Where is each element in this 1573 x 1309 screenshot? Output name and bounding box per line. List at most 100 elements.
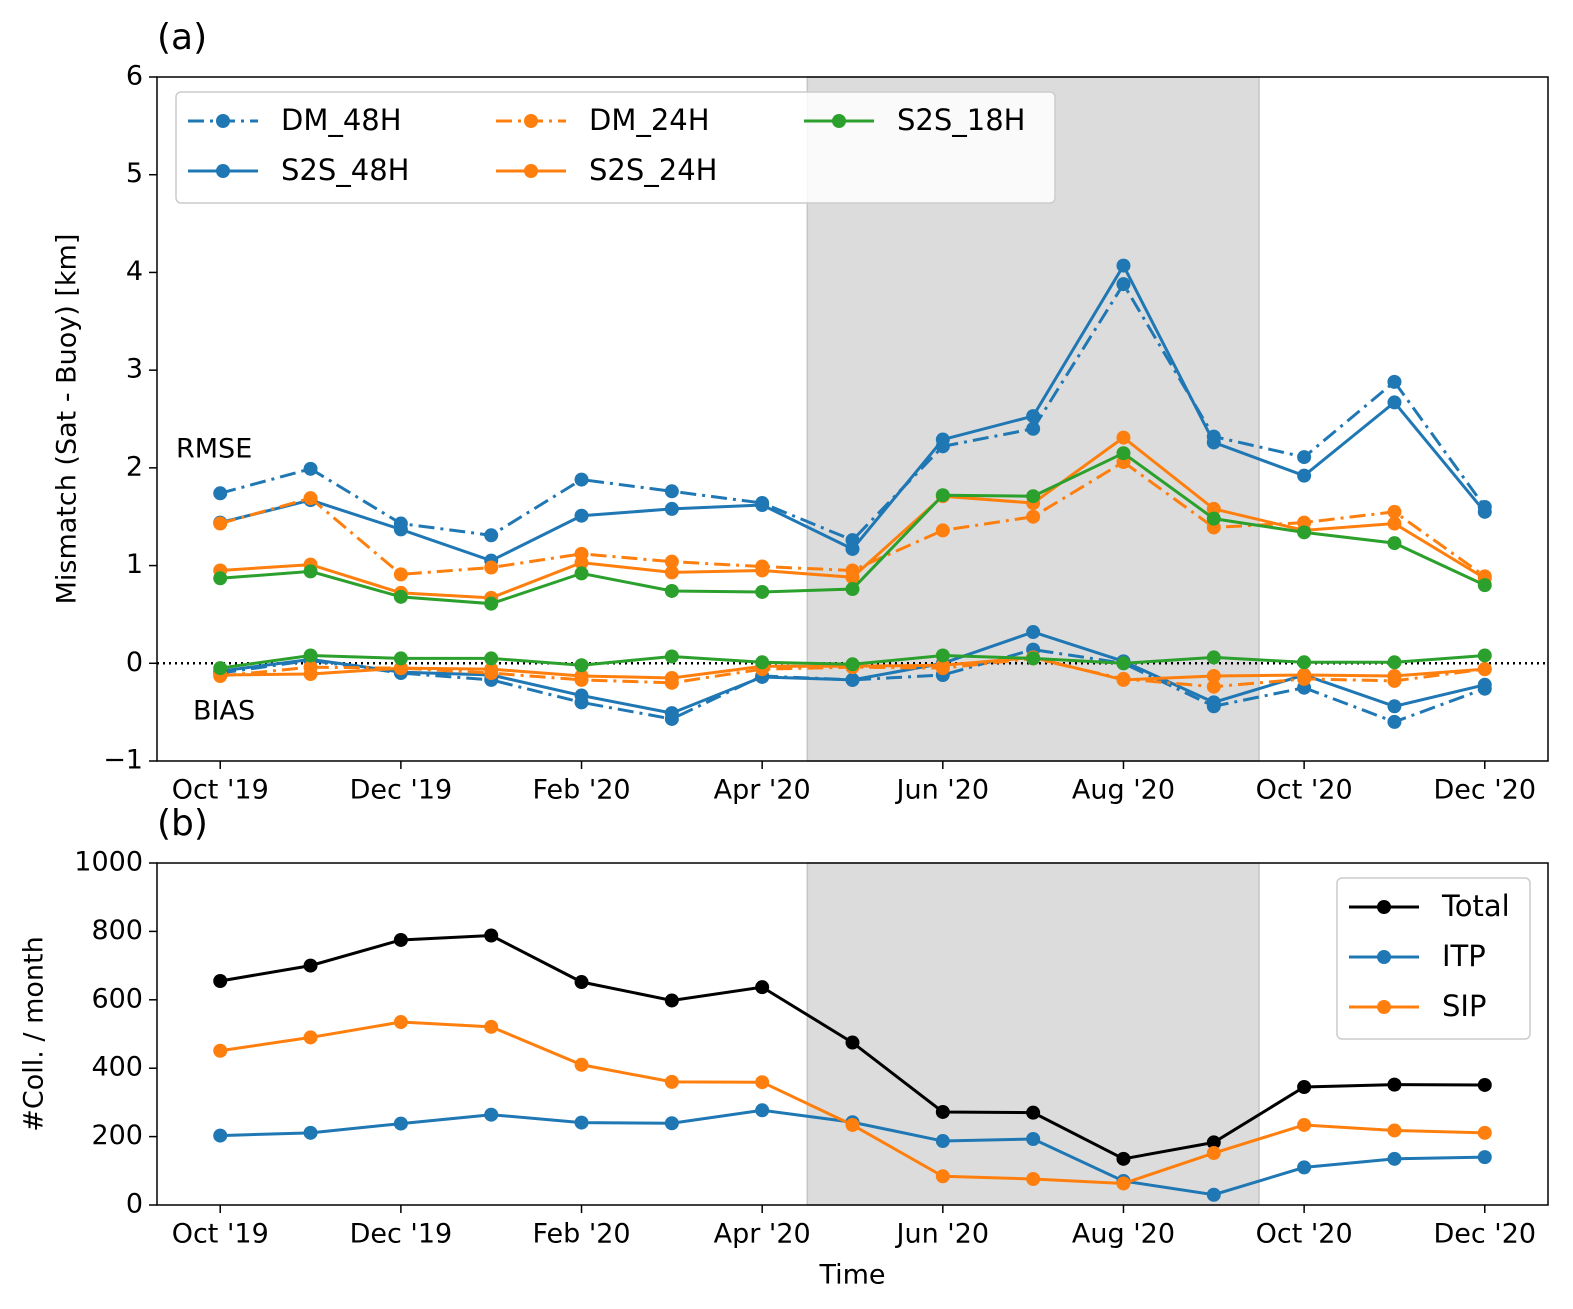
x-tick-label: Jun '20 [895, 775, 990, 806]
series-marker [484, 596, 499, 611]
series-marker [393, 522, 408, 537]
series-marker [213, 973, 228, 988]
x-tick-label: Oct '19 [172, 1219, 269, 1250]
series-marker [574, 668, 589, 683]
series-marker [574, 658, 589, 673]
series-marker [1387, 1077, 1402, 1092]
x-tick-label: Dec '19 [350, 775, 453, 806]
series-marker [1116, 258, 1131, 273]
y-tick-label: 200 [91, 1120, 143, 1151]
series-marker [303, 648, 318, 663]
panel-title: (a) [157, 17, 207, 58]
series-marker [664, 565, 679, 580]
series-marker [393, 567, 408, 582]
series-marker [484, 928, 499, 943]
series-marker [664, 1074, 679, 1089]
legend-marker [832, 114, 846, 128]
series-marker [935, 658, 950, 673]
series-marker [1387, 395, 1402, 410]
x-tick-label: Oct '20 [1256, 1219, 1353, 1250]
x-tick-label: Dec '19 [350, 1219, 453, 1250]
series-marker [574, 508, 589, 523]
series-marker [484, 1019, 499, 1034]
legend-label: S2S_18H [897, 103, 1025, 137]
series-marker [1477, 677, 1492, 692]
series-marker [1297, 1080, 1312, 1095]
series-marker [845, 541, 860, 556]
series-marker [1206, 511, 1221, 526]
series-marker [1387, 668, 1402, 683]
series-marker [935, 432, 950, 447]
series-marker [1206, 1135, 1221, 1150]
series-marker [1297, 450, 1312, 465]
series-marker [574, 566, 589, 581]
series-marker [1387, 1151, 1402, 1166]
series-marker [1387, 1123, 1402, 1138]
x-tick-label: Feb '20 [532, 1219, 630, 1250]
series-marker [1477, 648, 1492, 663]
y-tick-label: 400 [91, 1052, 143, 1083]
legend-marker [524, 114, 538, 128]
series-marker [755, 1103, 770, 1118]
x-tick-label: Dec '20 [1433, 775, 1536, 806]
series-marker [574, 1057, 589, 1072]
series-marker [1297, 1160, 1312, 1175]
y-tick-label: 5 [126, 158, 143, 189]
annotation: RMSE [176, 434, 252, 465]
series-marker [213, 486, 228, 501]
legend-label: SIP [1442, 989, 1486, 1023]
x-tick-label: Apr '20 [714, 1219, 811, 1250]
series-marker [1026, 1105, 1041, 1120]
legend-label: ITP [1442, 939, 1486, 973]
series-marker [755, 584, 770, 599]
series-marker [1026, 421, 1041, 436]
legend-box [1336, 877, 1531, 1040]
series-marker [574, 688, 589, 703]
x-axis-label: Time [818, 1260, 885, 1291]
series-marker [664, 554, 679, 569]
series-marker [1206, 1187, 1221, 1202]
legend-label: S2S_48H [281, 153, 409, 187]
series-marker [1026, 489, 1041, 504]
legend-marker [524, 164, 538, 178]
series-marker [303, 958, 318, 973]
series-marker [1116, 656, 1131, 671]
series-marker [1206, 435, 1221, 450]
legend-label: Total [1441, 889, 1510, 923]
x-tick-label: Apr '20 [714, 775, 811, 806]
series-marker [664, 649, 679, 664]
series-marker [1116, 1151, 1131, 1166]
y-tick-label: 3 [126, 354, 143, 385]
series-marker [1477, 1150, 1492, 1165]
series-marker [1297, 655, 1312, 670]
series-marker [1116, 1176, 1131, 1191]
y-tick-label: 1 [126, 549, 143, 580]
shaded-period [806, 862, 1260, 1206]
series-marker [574, 1115, 589, 1130]
series-marker [393, 1015, 408, 1030]
series-marker [303, 1125, 318, 1140]
series-marker [1116, 446, 1131, 461]
series-marker [1387, 699, 1402, 714]
legend-label: S2S_24H [589, 153, 717, 187]
y-tick-label: 2 [126, 451, 143, 482]
series-marker [1206, 668, 1221, 683]
series-marker [1206, 679, 1221, 694]
series-marker [935, 1169, 950, 1184]
y-tick-label: 1000 [74, 847, 143, 878]
series-marker [1387, 714, 1402, 729]
series-marker [484, 662, 499, 677]
legend-label: DM_48H [281, 103, 402, 137]
series-marker [484, 651, 499, 666]
series-marker [1477, 504, 1492, 519]
series-marker [574, 975, 589, 990]
series-marker [1206, 1146, 1221, 1161]
series-marker [935, 1104, 950, 1119]
series-marker [1477, 662, 1492, 677]
x-tick-label: Oct '19 [172, 775, 269, 806]
series-marker [484, 528, 499, 543]
series-marker [393, 1116, 408, 1131]
series-marker [1026, 651, 1041, 666]
series-marker [393, 589, 408, 604]
y-axis-label: #Coll. / month [19, 936, 50, 1131]
